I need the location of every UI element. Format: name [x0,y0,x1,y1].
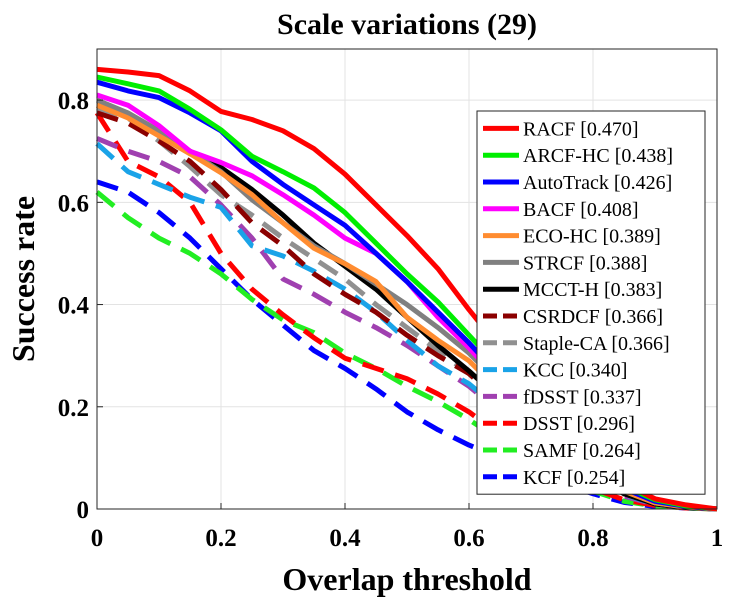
legend-entry: ARCF-HC [0.438] [523,145,673,167]
x-axis-label: Overlap threshold [282,561,531,597]
x-tick-label: 0.8 [577,525,608,552]
chart-title: Scale variations (29) [277,8,537,41]
legend-entry: BACF [0.408] [523,199,639,221]
y-tick-label: 0 [77,497,90,524]
legend-box [476,110,706,495]
legend-entry: AutoTrack [0.426] [523,172,672,194]
x-tick-label: 0 [91,525,104,552]
series-line [94,111,718,512]
series-line [96,105,718,512]
legend-entry: DSST [0.296] [523,413,635,435]
legend-entry: KCF [0.254] [523,467,625,489]
y-tick-label: 0.2 [58,395,89,422]
legend-entry: ECO-HC [0.389] [523,226,661,248]
y-axis-label: Success rate [5,196,41,362]
legend-entry: MCCT-H [0.383] [523,279,662,301]
series-line [96,110,718,512]
legend-entry: RACF [0.470] [523,118,639,140]
axis-ticks: 0 0.2 0.4 0.6 0.8 1 0 0.2 0.4 0.6 0.8 [58,88,724,552]
x-tick-label: 0.6 [453,525,484,552]
legend-entry: Staple-CA [0.366] [523,333,670,355]
legend: RACF [0.470] ARCF-HC [0.438] AutoTrack [0.… [476,110,706,495]
axes-box [96,48,718,510]
x-tick-label: 0.2 [205,525,236,552]
legend-entry: fDSST [0.337] [523,386,642,408]
x-tick-label: 1 [711,525,724,552]
series-line [96,179,718,512]
legend-entry: CSRDCF [0.366] [523,306,663,328]
x-tick-label: 0.4 [329,525,361,552]
legend-entry: KCC [0.340] [523,360,627,382]
legend-entry: STRCF [0.388] [523,252,647,274]
legend-entry: SAMF [0.264] [523,440,641,462]
y-tick-label: 0.8 [58,88,89,115]
y-tick-label: 0.6 [58,190,89,217]
y-tick-label: 0.4 [58,293,90,320]
